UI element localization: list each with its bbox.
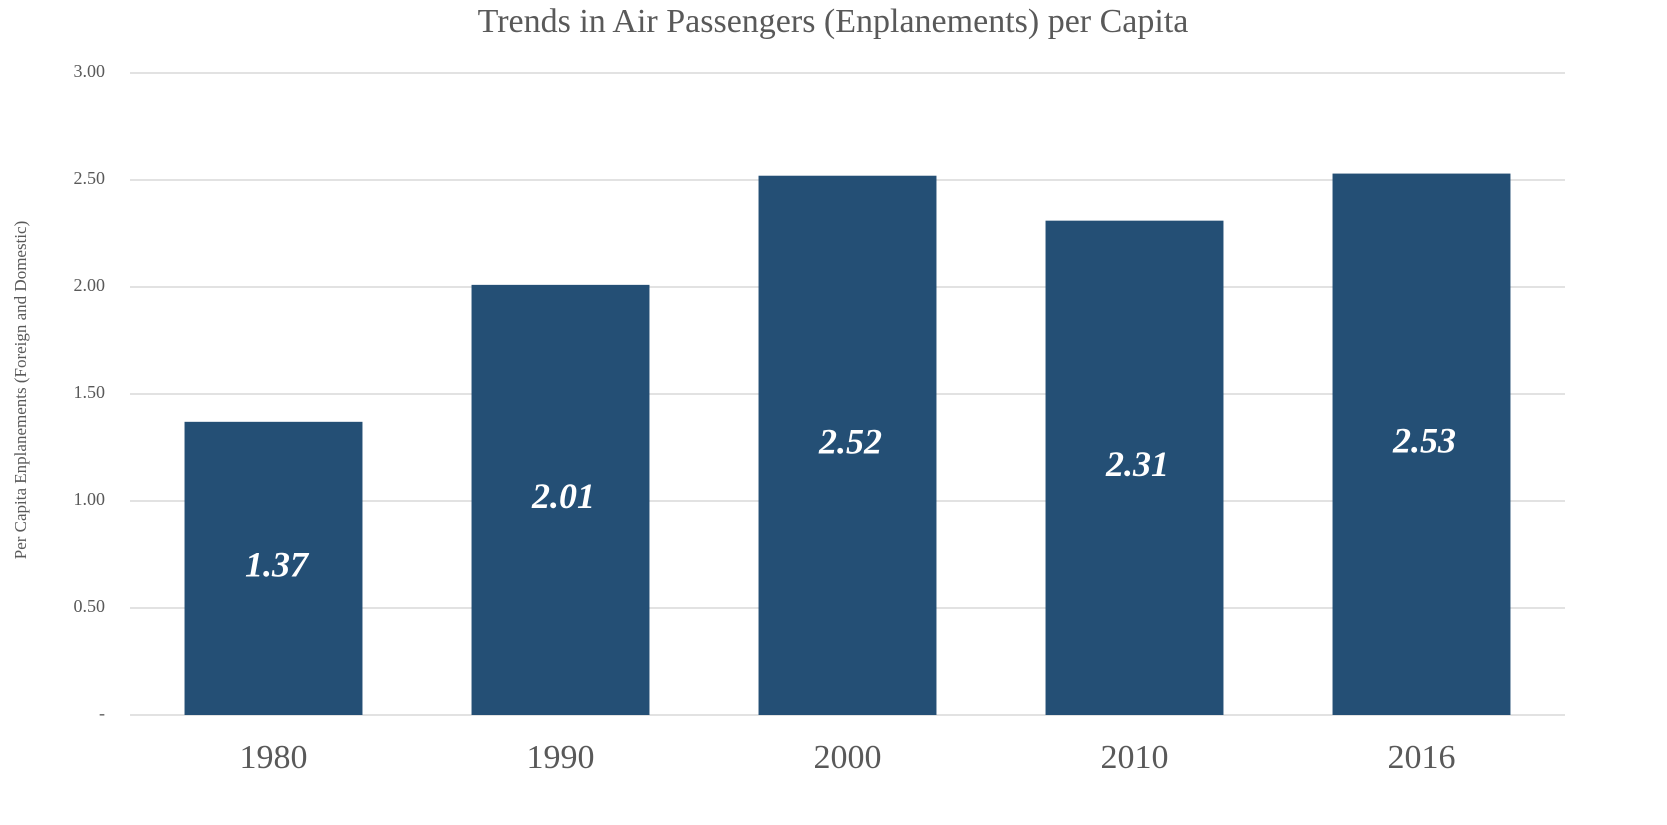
y-tick-label: 2.00 <box>74 275 106 295</box>
y-tick-label: 0.50 <box>74 596 106 616</box>
x-tick-label: 2010 <box>1101 739 1169 776</box>
y-tick-label: 3.00 <box>74 61 106 81</box>
y-tick-label: 2.50 <box>74 168 106 188</box>
bar <box>1332 173 1511 715</box>
y-tick-label: 1.50 <box>74 382 106 402</box>
data-label: 2.31 <box>1105 444 1169 484</box>
x-tick-label: 2016 <box>1388 739 1456 776</box>
y-axis-label: Per Capita Enplanements (Foreign and Dom… <box>11 221 30 560</box>
x-tick-label: 2000 <box>814 739 882 776</box>
data-label: 2.01 <box>531 476 595 516</box>
y-tick-label: - <box>99 703 105 723</box>
data-label: 2.52 <box>818 422 882 462</box>
y-tick-label: 1.00 <box>74 489 106 509</box>
bar <box>471 284 650 715</box>
bar <box>1045 220 1224 715</box>
x-tick-label: 1980 <box>240 739 308 776</box>
data-label: 1.37 <box>245 545 310 585</box>
bar <box>184 421 363 715</box>
bar <box>758 175 937 716</box>
chart-title: Trends in Air Passengers (Enplanements) … <box>478 3 1189 40</box>
data-label: 2.53 <box>1392 421 1456 461</box>
x-tick-label: 1990 <box>527 739 595 776</box>
